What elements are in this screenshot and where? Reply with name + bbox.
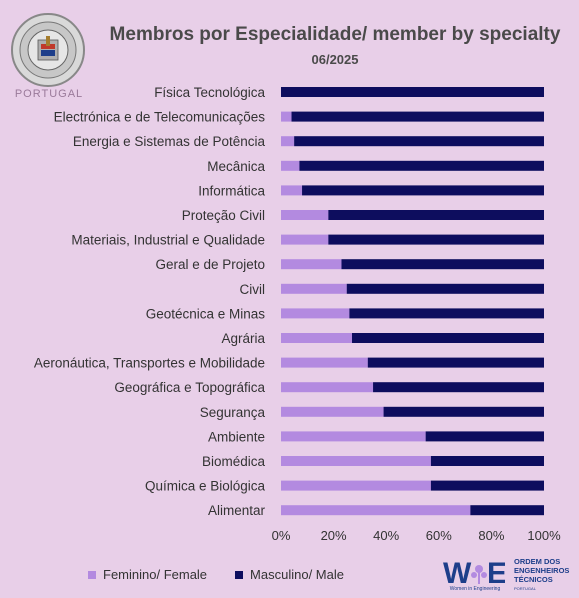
logo-caption: PORTUGAL — [14, 88, 84, 100]
bar-female-agraria — [281, 333, 353, 343]
oet-line-3: TÉCNICOS — [514, 575, 553, 584]
category-label-quimica-e-biologica: Química e Biológica — [145, 479, 266, 494]
legend-label-male: Masculino/ Male — [250, 567, 344, 582]
x-tick-label: 0% — [272, 528, 291, 543]
bar-male-mecanica — [299, 160, 544, 171]
category-label-aeronautica-transportes-e-mobilidade: Aeronáutica, Transportes e Mobilidade — [34, 356, 265, 371]
bar-male-ambiente — [425, 431, 544, 442]
bar-male-electronica-e-de-telecomunicacoes — [291, 111, 544, 122]
category-label-biomedica: Biomédica — [202, 454, 266, 469]
bar-male-quimica-e-biologica — [430, 480, 544, 491]
stacked-bar-chart: Física Tecnológica Electrónica e de Telec… — [34, 85, 561, 543]
woe-caption: Women in Engineering — [449, 586, 501, 592]
bar-female-materiais-industrial-e-qualidade — [281, 234, 329, 245]
bar-female-ambiente — [281, 431, 426, 442]
category-label-protecao-civil: Proteção Civil — [182, 208, 265, 223]
x-tick-label: 60% — [426, 528, 452, 543]
bar-female-mecanica — [281, 160, 300, 171]
svg-text:W: W — [443, 557, 472, 590]
category-label-geotecnica-e-minas: Geotécnica e Minas — [146, 306, 266, 321]
legend-swatch-female — [88, 570, 96, 579]
bar-female-aeronautica-transportes-e-mobilidade — [281, 357, 368, 368]
bar-male-seguranca — [383, 406, 544, 417]
category-label-fisica-tecnologica: Física Tecnológica — [154, 85, 265, 100]
bar-female-protecao-civil — [281, 210, 329, 220]
bar-male-aeronautica-transportes-e-mobilidade — [367, 357, 544, 368]
legend-swatch-male — [235, 570, 244, 579]
bar-male-informatica — [302, 185, 544, 196]
bar-female-geografica-e-topografica — [281, 382, 374, 393]
category-label-electronica-e-de-telecomunicacoes: Electrónica e de Telecomunicações — [54, 110, 266, 125]
category-label-geral-e-de-projeto: Geral e de Projeto — [155, 257, 265, 272]
category-label-materiais-industrial-e-qualidade: Materiais, Industrial e Qualidade — [71, 233, 265, 248]
bar-male-geografica-e-topografica — [373, 382, 544, 393]
svg-text:E: E — [487, 557, 505, 590]
legend-item-female: Feminino/ Female — [88, 567, 207, 582]
category-label-alimentar: Alimentar — [208, 503, 266, 518]
bar-female-geotecnica-e-minas — [281, 308, 350, 319]
bar-male-agraria — [352, 333, 544, 343]
category-label-informatica: Informática — [198, 183, 265, 198]
category-label-geografica-e-topografica: Geográfica e Topográfica — [114, 380, 265, 395]
category-label-mecanica: Mecânica — [207, 159, 265, 174]
chart-title: Membros por Especialidade/ member by spe… — [109, 24, 561, 45]
legend-label-female: Feminino/ Female — [103, 567, 208, 582]
bar-female-informatica — [281, 185, 303, 196]
bar-male-alimentar — [470, 505, 544, 516]
bar-female-biomedica — [281, 456, 431, 466]
bar-male-fisica-tecnologica — [281, 87, 544, 97]
chart-legend: Feminino/ Female Masculino/ Male — [88, 567, 344, 582]
bar-female-electronica-e-de-telecomunicacoes — [281, 111, 292, 122]
bar-male-protecao-civil — [328, 210, 544, 220]
x-tick-label: 20% — [321, 528, 347, 543]
bar-male-energia-e-sistemas-de-potencia — [294, 136, 544, 147]
bar-female-seguranca — [281, 406, 384, 417]
bar-female-geral-e-de-projeto — [281, 259, 342, 270]
category-label-civil: Civil — [240, 282, 266, 297]
bar-male-materiais-industrial-e-qualidade — [328, 234, 544, 245]
bar-female-civil — [281, 283, 347, 294]
legend-item-male: Masculino/ Male — [235, 567, 344, 582]
category-label-ambiente: Ambiente — [208, 429, 265, 444]
oet-line-1: ORDEM DOS — [514, 557, 561, 566]
bar-male-biomedica — [430, 456, 544, 466]
bar-male-civil — [346, 283, 544, 294]
x-tick-label: 80% — [478, 528, 504, 543]
oet-brand-text: ORDEM DOS ENGENHEIROS TÉCNICOS PORTUGAL — [514, 557, 576, 593]
oet-seal-logo — [11, 13, 85, 87]
oet-line-4: PORTUGAL — [514, 586, 536, 591]
x-tick-label: 40% — [373, 528, 399, 543]
category-label-seguranca: Segurança — [200, 405, 266, 420]
bar-male-geral-e-de-projeto — [341, 259, 544, 270]
bar-male-geotecnica-e-minas — [349, 308, 544, 319]
x-tick-label: 100% — [527, 528, 561, 543]
bar-female-alimentar — [281, 505, 471, 516]
oet-line-2: ENGENHEIROS — [514, 566, 570, 575]
category-label-agraria: Agrária — [221, 331, 265, 346]
women-in-engineering-logo: W E — [443, 557, 505, 590]
chart-subtitle: 06/2025 — [311, 52, 359, 67]
category-label-energia-e-sistemas-de-potencia: Energia e Sistemas de Potência — [73, 134, 266, 149]
bar-female-quimica-e-biologica — [281, 480, 431, 491]
bar-female-energia-e-sistemas-de-potencia — [281, 136, 295, 147]
